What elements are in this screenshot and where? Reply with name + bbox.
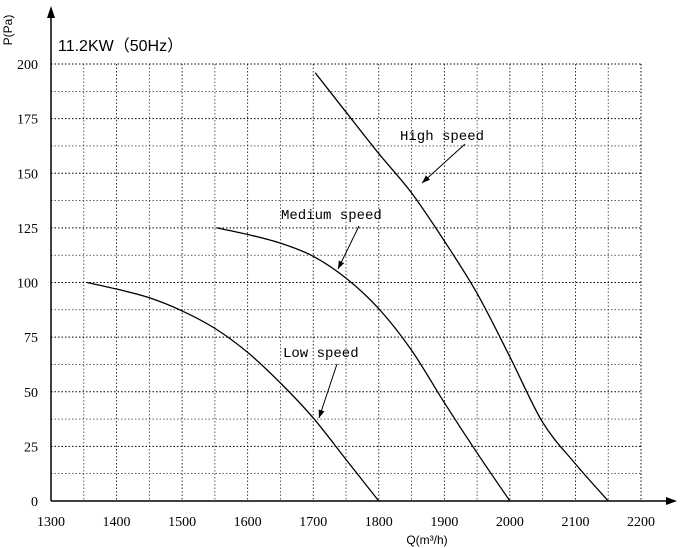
y-tick-label: 100 (17, 277, 38, 292)
y-axis-arrow (47, 6, 55, 18)
chart-title: 11.2KW（50Hz） (58, 37, 183, 55)
leader-line-low-speed (318, 363, 338, 419)
y-tick-label: 25 (24, 440, 38, 455)
y-tick-label: 0 (31, 495, 38, 510)
leader-arrowhead-high-speed (422, 175, 430, 183)
x-tick-label: 1600 (234, 515, 262, 530)
y-tick-label: 75 (24, 331, 38, 346)
y-tick-label: 50 (24, 386, 38, 401)
y-axis-title: P(Pa) (1, 15, 15, 46)
x-tick-label: 1500 (168, 515, 196, 530)
y-tick-label: 200 (17, 58, 38, 73)
leader-line-high-speed (421, 143, 466, 184)
y-tick-label: 175 (17, 113, 38, 128)
series-line-medium-speed (216, 227, 511, 502)
series-label-low-speed: Low speed (283, 346, 359, 362)
x-tick-label: 1900 (430, 515, 458, 530)
x-tick-label: 2200 (627, 515, 655, 530)
x-tick-label: 1300 (37, 515, 65, 530)
leader-arrowhead-low-speed (318, 409, 325, 418)
grid (51, 63, 642, 501)
x-axis-title: Q(m³/h) (406, 533, 447, 547)
x-tick-label: 2000 (496, 515, 524, 530)
y-tick-label: 150 (17, 167, 38, 182)
leader-arrowhead-medium-speed (338, 260, 345, 269)
x-tick-label: 1700 (299, 515, 327, 530)
axes (47, 6, 677, 505)
y-tick-label: 125 (17, 222, 38, 237)
x-tick-label: 2100 (561, 515, 589, 530)
x-tick-label: 1400 (103, 515, 131, 530)
series-line-high-speed (314, 72, 609, 502)
series-label-high-speed: High speed (400, 129, 484, 145)
tick-labels: 1300 1400 1500 1600 1700 1800 1900 2000 2100 2200… (17, 58, 655, 530)
series-lines (86, 72, 609, 502)
x-axis-arrow (666, 497, 677, 505)
series-line-low-speed (86, 281, 380, 502)
x-tick-label: 1800 (365, 515, 393, 530)
series-labels: Low speed Medium speed High speed (281, 129, 484, 419)
series-label-medium-speed: Medium speed (281, 208, 382, 224)
